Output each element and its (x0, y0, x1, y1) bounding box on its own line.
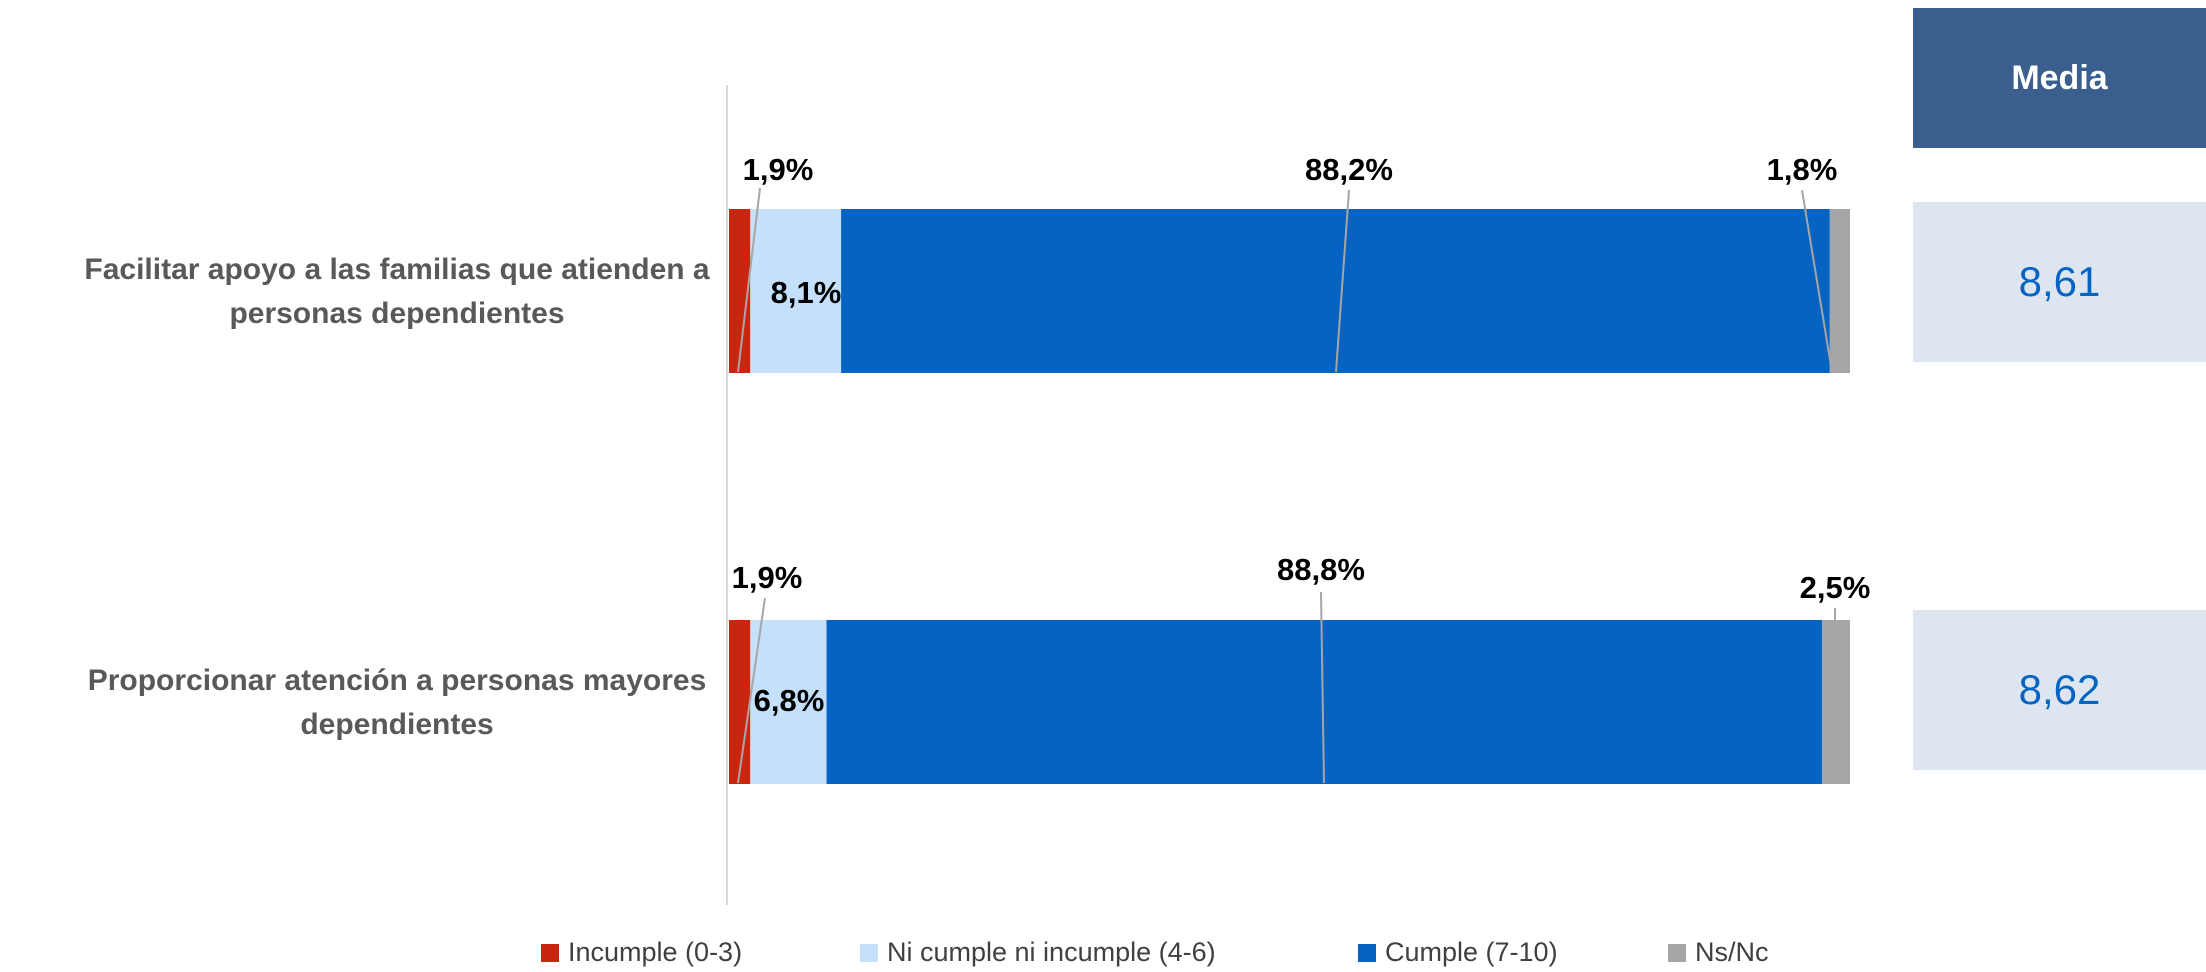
data-label: 6,8% (754, 683, 825, 718)
data-label: 1,8% (1767, 152, 1838, 187)
bar-segment-4-row-2 (1821, 620, 1850, 784)
legend-label: Cumple (7-10) (1385, 937, 1558, 967)
legend-swatch (1668, 944, 1686, 962)
data-label: 2,5% (1800, 570, 1871, 605)
leader-line (1335, 189, 1350, 373)
data-labels-group: 1,9% 8,1% 88,2% 1,8% 1,9% 6,8% 88,8% 2,5% (732, 152, 1871, 718)
legend-swatch (1358, 944, 1376, 962)
bar-segment-2-row-2 (750, 620, 827, 784)
category-label: Proporcionar atención a personas mayores (88, 664, 707, 697)
legend-swatch (860, 944, 878, 962)
leader-line (1801, 189, 1833, 373)
leader-line (1320, 591, 1325, 784)
data-label: 1,9% (732, 560, 803, 595)
legend-label: Ni cumple ni incumple (4-6) (887, 937, 1216, 967)
legend-label: Incumple (0-3) (568, 937, 742, 967)
category-label: dependientes (300, 708, 493, 741)
category-label: personas dependientes (229, 297, 564, 330)
leader-line (737, 187, 761, 373)
data-label: 88,8% (1277, 552, 1365, 587)
leader-lines-group (737, 187, 1836, 784)
media-value-2: 8,62 (1913, 610, 2206, 770)
category-label: Facilitar apoyo a las familias que atien… (84, 253, 710, 286)
legend: Incumple (0-3) Ni cumple ni incumple (4-6… (541, 937, 1769, 967)
leader-line (737, 597, 766, 784)
data-label: 1,9% (743, 152, 814, 187)
legend-swatch (541, 944, 559, 962)
bar-segment-2-row-1 (750, 209, 842, 373)
legend-label: Ns/Nc (1695, 937, 1769, 967)
bars-group (729, 209, 1850, 784)
bar-segment-3-row-1 (841, 209, 1830, 373)
media-header: Media (1913, 8, 2206, 148)
bar-segment-1-row-2 (729, 620, 751, 784)
bar-segment-4-row-1 (1829, 209, 1850, 373)
data-label: 8,1% (771, 275, 842, 310)
category-labels-group: Facilitar apoyo a las familias que atien… (84, 253, 710, 741)
media-value-1: 8,61 (1913, 202, 2206, 362)
data-label: 88,2% (1305, 152, 1393, 187)
bar-segment-1-row-1 (729, 209, 751, 373)
